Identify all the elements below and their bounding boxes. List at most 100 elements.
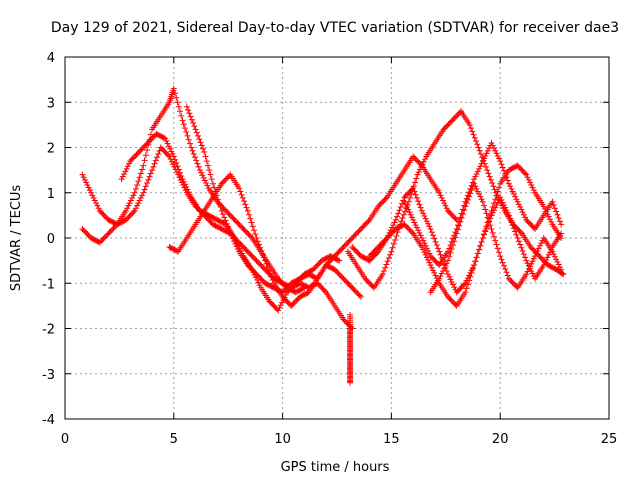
data-point: [165, 152, 172, 159]
data-point: [86, 187, 93, 194]
data-point: [141, 157, 148, 164]
data-point: [410, 216, 417, 223]
y-tick-label: -3: [42, 368, 55, 383]
data-point: [518, 206, 525, 213]
data-point: [505, 180, 512, 187]
data-point: [492, 147, 499, 154]
data-point: [119, 173, 126, 180]
data-point: [419, 161, 426, 168]
data-point: [437, 192, 444, 199]
data-point: [400, 211, 407, 218]
data-point: [444, 257, 451, 264]
data-point: [475, 144, 482, 151]
data-point: [123, 165, 130, 172]
data-point: [492, 237, 499, 244]
data-point: [169, 150, 176, 157]
data-point: [468, 187, 475, 194]
data-point: [237, 188, 244, 195]
data-point: [426, 250, 433, 257]
data-point: [151, 160, 158, 167]
data-point: [470, 131, 477, 138]
data-point: [476, 246, 483, 253]
data-point: [193, 129, 200, 136]
data-point: [497, 194, 504, 201]
data-point: [385, 255, 392, 262]
data-point: [524, 174, 531, 181]
data-point: [489, 229, 496, 236]
data-point: [193, 157, 200, 164]
data-point: [85, 184, 92, 191]
data-point: [137, 194, 144, 201]
plot-marks: [79, 85, 567, 386]
data-point: [415, 169, 422, 176]
data-point: [130, 209, 137, 216]
data-point: [476, 165, 483, 172]
data-point: [503, 174, 510, 181]
data-point: [254, 238, 261, 245]
data-point: [150, 163, 157, 170]
data-point: [490, 145, 497, 152]
data-point: [407, 211, 414, 218]
data-point: [558, 230, 565, 237]
data-point: [545, 213, 552, 220]
data-point: [383, 261, 390, 268]
data-point: [172, 156, 179, 163]
data-point: [347, 324, 354, 331]
data-point: [269, 277, 276, 284]
data-point: [415, 198, 422, 205]
data-point: [522, 214, 529, 221]
data-point: [540, 262, 547, 269]
data-point: [406, 209, 413, 216]
data-point: [178, 172, 185, 179]
data-point: [141, 186, 148, 193]
data-point: [485, 170, 492, 177]
y-tick-label: 2: [47, 142, 55, 157]
data-point: [436, 189, 443, 196]
data-point: [550, 251, 557, 258]
series-track-h: [366, 194, 565, 309]
data-point: [392, 236, 399, 243]
data-point: [395, 210, 402, 217]
data-point: [427, 262, 434, 269]
data-point: [382, 195, 389, 202]
data-point: [136, 197, 143, 204]
data-point: [515, 201, 522, 208]
data-point: [499, 259, 506, 266]
data-point: [124, 163, 131, 170]
data-point: [528, 260, 535, 267]
data-point: [388, 248, 395, 255]
data-point: [244, 207, 251, 214]
axis-ticks: 0 5 10 15 20 25 -4 -3 -2 -1 0 1 2 3 4: [42, 51, 617, 447]
data-point: [508, 185, 515, 192]
data-point: [550, 202, 557, 209]
data-point: [476, 147, 483, 154]
data-point: [462, 289, 469, 296]
data-point: [417, 204, 424, 211]
data-point: [139, 166, 146, 173]
data-point: [474, 250, 481, 257]
data-point: [180, 178, 187, 185]
data-point: [482, 228, 489, 235]
data-point: [391, 219, 398, 226]
data-point: [467, 125, 474, 132]
data-point: [140, 162, 147, 169]
data-point: [500, 202, 507, 209]
data-point: [435, 245, 442, 252]
data-point: [397, 203, 404, 210]
data-point: [131, 189, 138, 196]
data-point: [479, 198, 486, 205]
data-point: [84, 181, 91, 188]
y-tick-label: 3: [47, 96, 55, 111]
data-point: [477, 150, 484, 157]
data-point: [246, 211, 253, 218]
data-point: [165, 143, 172, 150]
data-point: [425, 256, 432, 263]
data-point: [248, 219, 255, 226]
data-point: [170, 85, 177, 92]
data-point: [428, 229, 435, 236]
data-point: [347, 379, 354, 386]
data-point: [553, 256, 560, 263]
data-point: [502, 266, 509, 273]
data-point: [488, 225, 495, 232]
data-point: [137, 170, 144, 177]
